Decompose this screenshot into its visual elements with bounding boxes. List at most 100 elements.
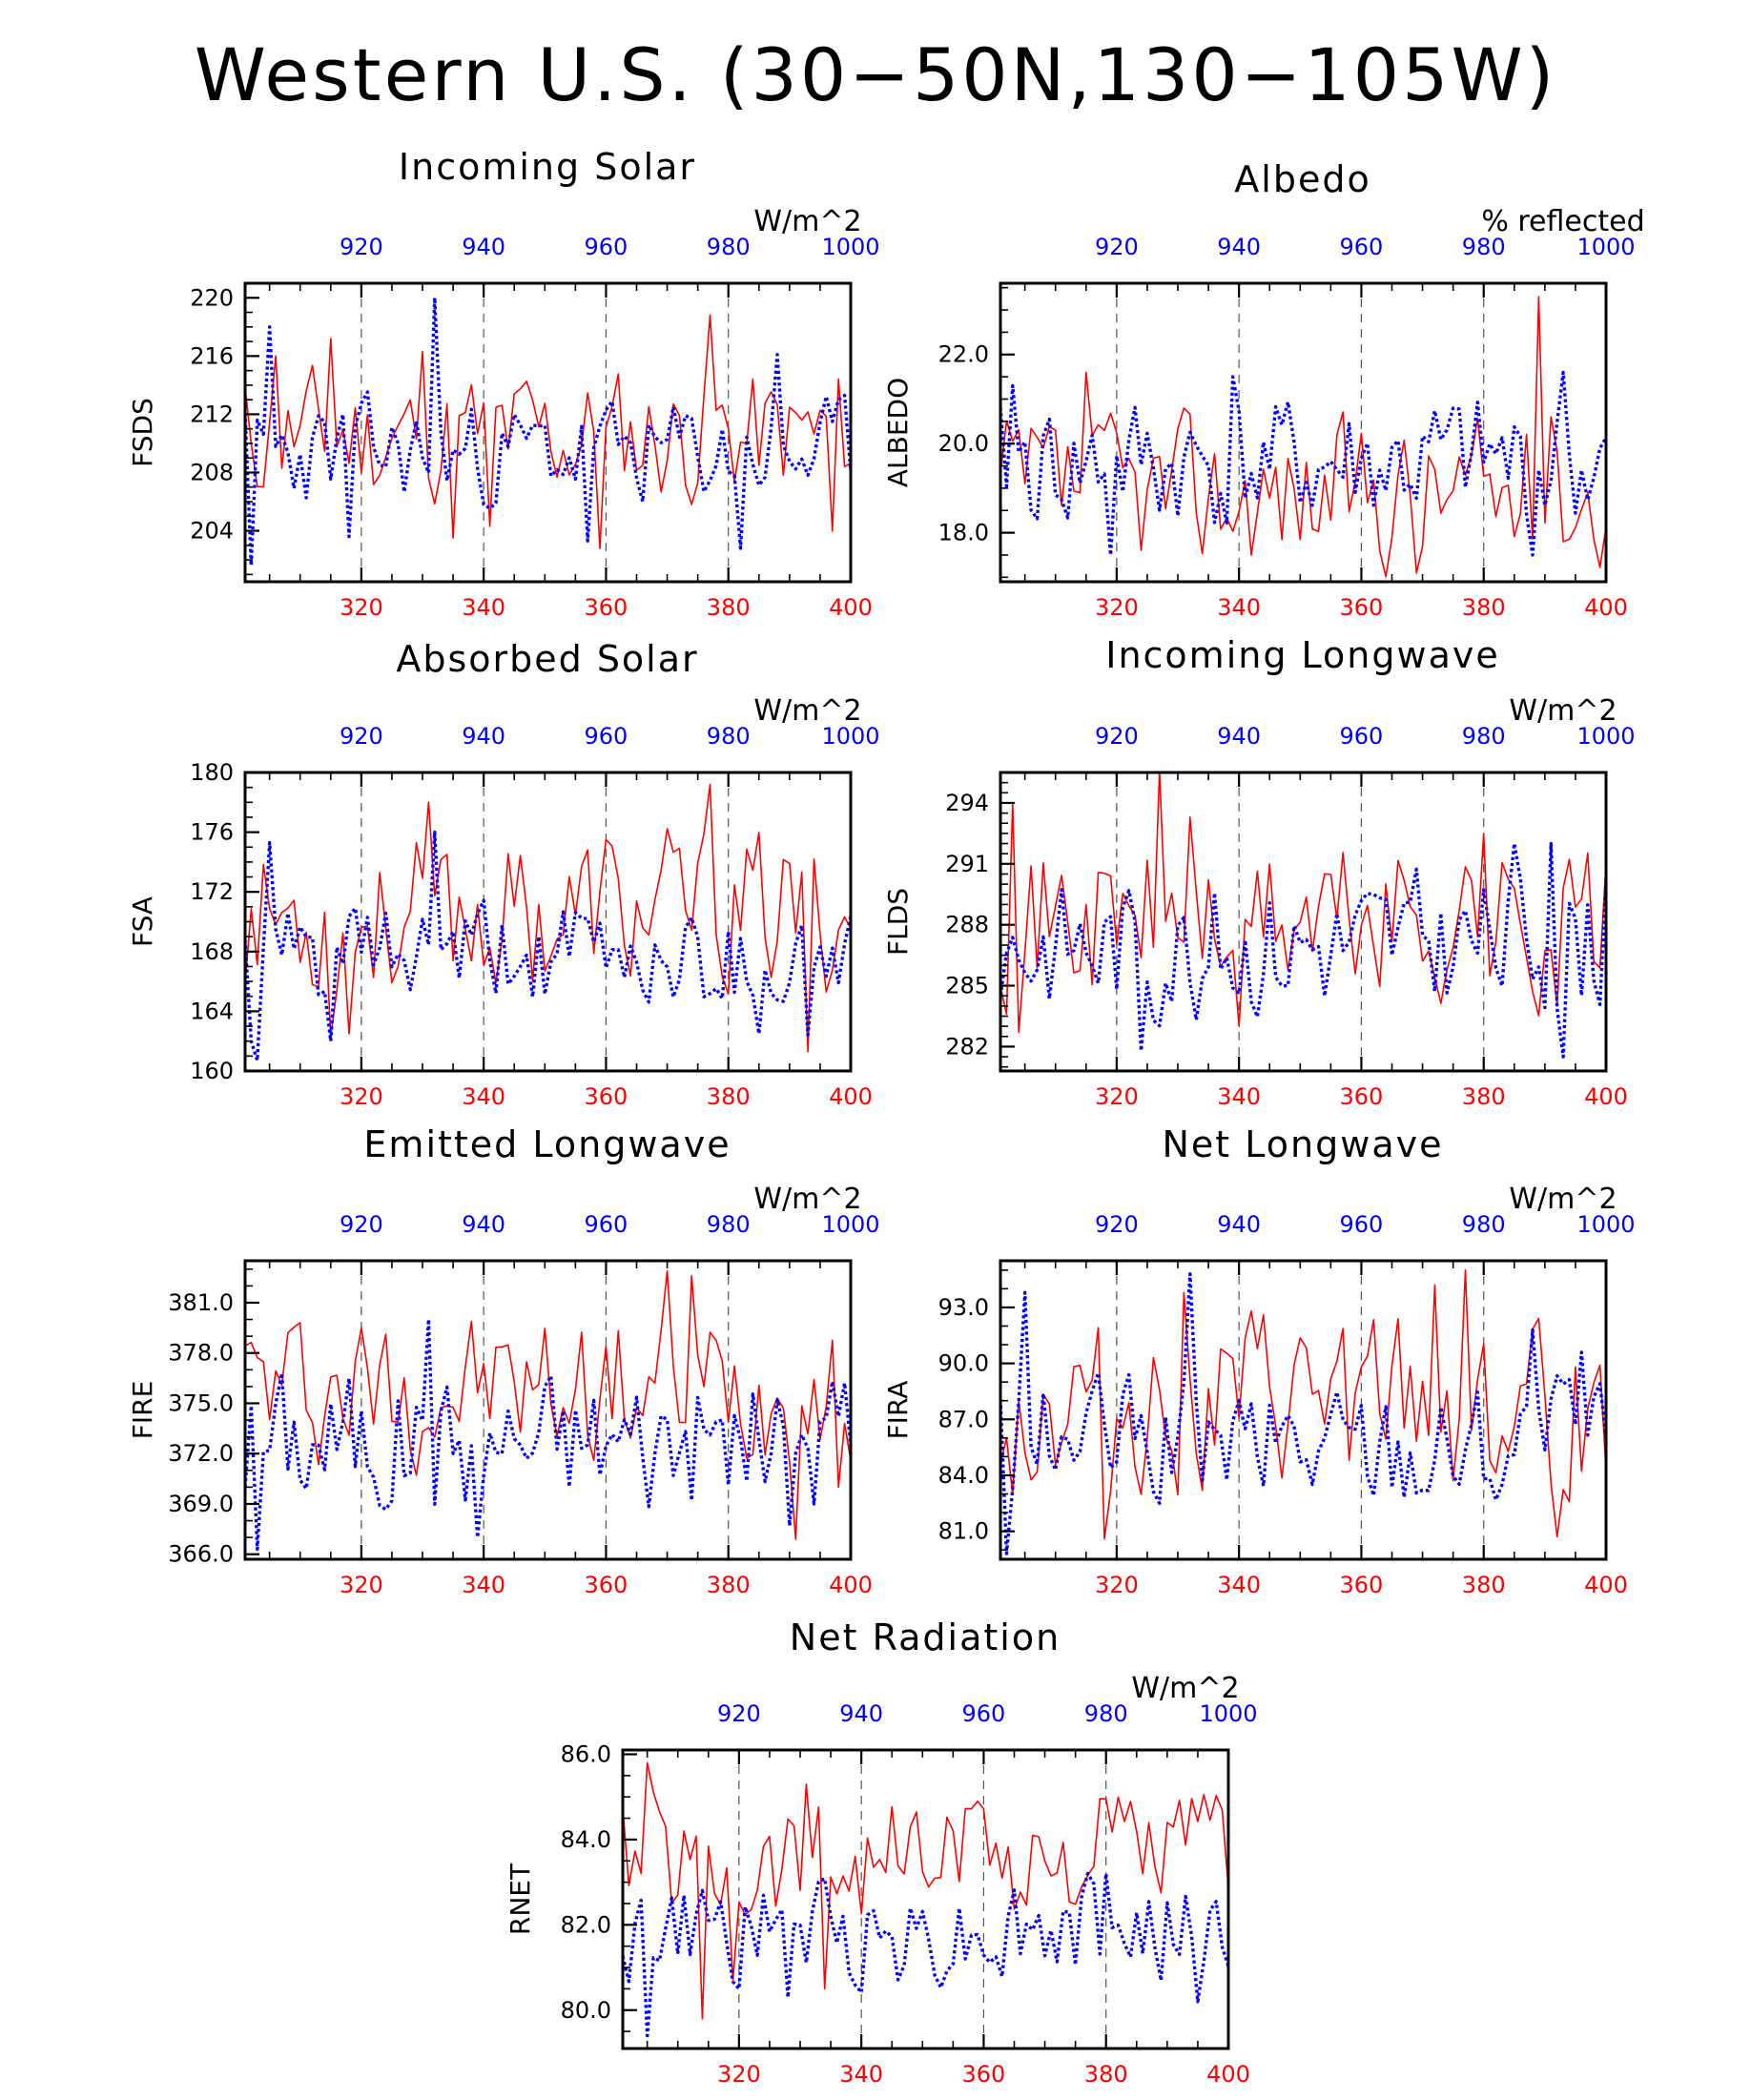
x-top-tick-label: 940	[1217, 723, 1261, 750]
chart-panel-fsds: Incoming Solar W/m^2 FSDS 220 216 212 208 204 32…	[127, 146, 880, 621]
x-bottom-tick-label: 340	[1217, 1083, 1261, 1110]
x-top-tick-label: 920	[340, 234, 383, 260]
panel-title: Incoming Longwave	[1105, 634, 1499, 676]
units-label: W/m^2	[1509, 1183, 1617, 1216]
x-bottom-tick-label: 400	[829, 1572, 873, 1598]
panel-title: Net Radiation	[790, 1616, 1061, 1658]
y-tick-label: 180	[190, 759, 234, 786]
units-label: W/m^2	[1509, 694, 1617, 728]
panel-title: Absorbed Solar	[396, 638, 698, 680]
y-tick-label: 381.0	[168, 1289, 234, 1316]
plot-frame	[621, 1748, 1230, 2050]
x-top-tick-label: 980	[1462, 1211, 1506, 1238]
series-group	[245, 1269, 851, 1552]
series-group	[1000, 1269, 1606, 1555]
y-tick-label: 291	[945, 851, 989, 877]
panel-title: Albedo	[1234, 158, 1370, 200]
x-bottom-tick-label: 320	[1095, 1083, 1139, 1110]
x-bottom-tick-label: 380	[707, 1083, 751, 1110]
panel-title: Net Longwave	[1163, 1123, 1444, 1165]
x-top-tick-label: 1000	[821, 234, 879, 260]
y-axis-label: FIRA	[882, 1381, 914, 1440]
y-axis-label: FLDS	[882, 888, 914, 956]
x-bottom-tick-label: 340	[839, 2061, 883, 2088]
x-bottom-tick-label: 360	[585, 1572, 628, 1598]
x-top-tick-label: 960	[1340, 723, 1384, 750]
x-bottom-tick-label: 320	[717, 2061, 761, 2088]
x-top-tick-label: 1000	[821, 723, 879, 750]
units-label: W/m^2	[753, 205, 861, 238]
series-line-blue-dotted	[245, 1317, 851, 1552]
x-top-tick-label: 980	[707, 1211, 751, 1238]
x-bottom-tick-label: 320	[340, 594, 383, 621]
x-top-tick-label: 940	[462, 1211, 505, 1238]
x-top-tick-label: 960	[1340, 234, 1384, 260]
x-top-tick-label: 920	[717, 1700, 761, 1727]
units-label: W/m^2	[1131, 1672, 1239, 1705]
y-tick-label: 22.0	[938, 341, 989, 368]
x-top-tick-label: 920	[340, 723, 383, 750]
y-tick-label: 294	[945, 790, 989, 816]
x-bottom-tick-label: 340	[1217, 594, 1261, 621]
x-bottom-tick-label: 320	[1095, 594, 1139, 621]
y-tick-label: 208	[190, 459, 234, 485]
series-line-blue-dotted	[1000, 370, 1606, 557]
panel-title: Emitted Longwave	[363, 1123, 731, 1165]
y-tick-label: 212	[190, 401, 234, 427]
series-line-red-solid	[245, 783, 851, 1053]
x-top-tick-label: 940	[1217, 1211, 1261, 1238]
y-tick-label: 81.0	[938, 1518, 989, 1545]
x-bottom-tick-label: 400	[1206, 2061, 1250, 2088]
x-bottom-tick-label: 400	[1584, 594, 1628, 621]
x-bottom-tick-label: 340	[462, 1083, 505, 1110]
series-line-red-solid	[1000, 772, 1606, 1034]
x-top-tick-label: 960	[585, 1211, 628, 1238]
x-bottom-tick-label: 380	[1462, 1572, 1506, 1598]
y-axis-label: RNET	[505, 1863, 536, 1935]
panel-title: Incoming Solar	[399, 146, 696, 188]
x-top-tick-label: 1000	[1199, 1700, 1257, 1727]
x-bottom-tick-label: 400	[1584, 1572, 1628, 1598]
x-bottom-tick-label: 400	[829, 1083, 873, 1110]
plot-frame	[243, 281, 853, 584]
chart-panel-flds: Incoming Longwave W/m^2 FLDS 294 291 288 285 28…	[882, 634, 1636, 1110]
units-label: W/m^2	[753, 1183, 861, 1216]
y-axis-label: ALBEDO	[882, 378, 914, 487]
x-bottom-tick-label: 360	[585, 1083, 628, 1110]
x-top-tick-label: 940	[839, 1700, 883, 1727]
chart-panel-albedo: Albedo % reflected ALBEDO 22.0 20.0 18.0 320 34…	[882, 158, 1645, 621]
x-bottom-tick-label: 380	[707, 1572, 751, 1598]
y-tick-label: 172	[190, 878, 234, 905]
y-tick-label: 86.0	[561, 1740, 611, 1767]
x-top-tick-label: 1000	[1576, 723, 1635, 750]
y-tick-label: 176	[190, 819, 234, 846]
plot-frame	[999, 1259, 1608, 1561]
x-bottom-tick-label: 360	[1340, 1572, 1384, 1598]
x-bottom-tick-label: 360	[585, 594, 628, 621]
x-bottom-tick-label: 320	[1095, 1572, 1139, 1598]
series-group	[1000, 772, 1606, 1059]
y-tick-label: 20.0	[938, 430, 989, 457]
x-top-tick-label: 940	[462, 234, 505, 260]
y-tick-label: 93.0	[938, 1294, 989, 1321]
plot-frame	[999, 281, 1608, 584]
y-tick-label: 160	[190, 1058, 234, 1084]
x-top-tick-label: 980	[707, 234, 751, 260]
y-tick-label: 378.0	[168, 1340, 234, 1367]
x-top-tick-label: 960	[1340, 1211, 1384, 1238]
chart-panel-rnet: Net Radiation W/m^2 RNET 86.0 84.0 82.0 80.0 32…	[505, 1616, 1258, 2088]
x-bottom-tick-label: 340	[462, 1572, 505, 1598]
series-group	[245, 783, 851, 1062]
units-label: W/m^2	[753, 694, 861, 728]
x-top-tick-label: 980	[1462, 234, 1506, 260]
panels: Incoming Solar W/m^2 FSDS 220 216 212 208 204 32…	[127, 146, 1645, 2088]
series-line-red-solid	[245, 314, 851, 549]
y-tick-label: 164	[190, 998, 234, 1024]
y-tick-label: 372.0	[168, 1440, 234, 1467]
series-line-blue-dotted	[623, 1871, 1228, 2038]
y-tick-label: 220	[190, 284, 234, 311]
y-tick-label: 82.0	[561, 1911, 611, 1938]
x-top-tick-label: 1000	[1576, 1211, 1635, 1238]
units-label: % reflected	[1481, 205, 1644, 238]
